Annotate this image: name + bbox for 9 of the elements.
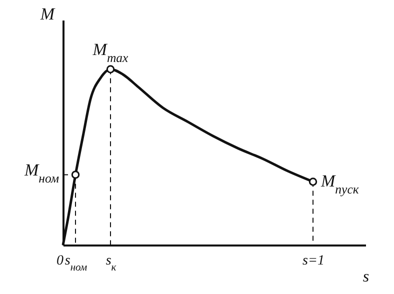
annotation: M$_{max}$ <box>92 40 129 66</box>
annotation: M$_{пуск}$ <box>320 172 360 197</box>
x-tick-label: 0 <box>56 254 64 268</box>
x-tick-label: s$_{к}$ <box>106 254 116 273</box>
y-axis-title: M <box>39 4 56 24</box>
x-axis-title: s <box>362 268 370 286</box>
x-tick-label: s=1 <box>302 254 324 268</box>
annotation: M$_{ном}$ <box>23 160 59 186</box>
x-tick-label: s$_{ном}$ <box>64 254 88 273</box>
